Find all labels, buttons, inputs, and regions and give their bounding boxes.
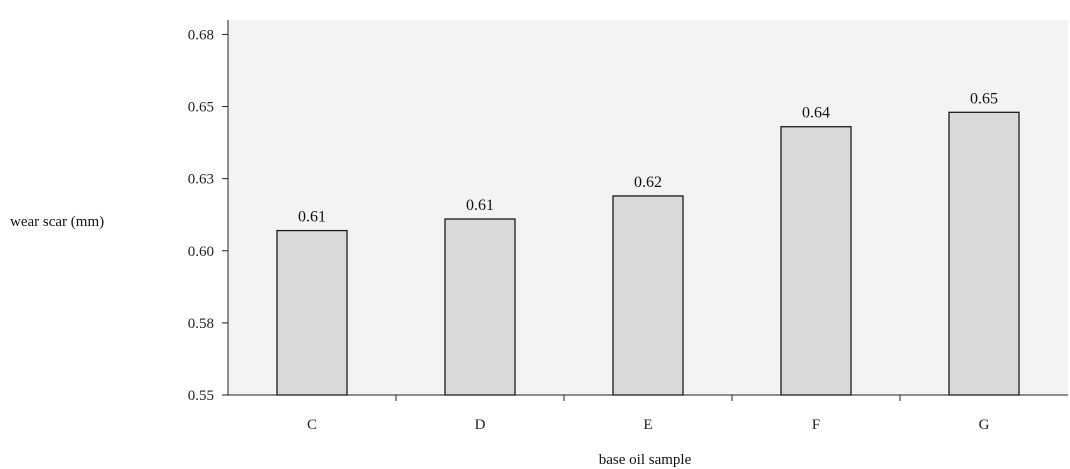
bar-D — [444, 218, 516, 396]
y-tick-label: 0.55 — [188, 388, 214, 404]
y-tick-label: 0.63 — [188, 172, 214, 188]
y-axis-title: wear scar (mm) — [10, 214, 104, 230]
data-label-F: 0.64 — [802, 105, 830, 122]
y-tick-label: 0.68 — [188, 27, 214, 43]
bars — [276, 111, 1020, 396]
bar-data-labels: 0.61 0.61 0.62 0.64 0.65 — [298, 90, 998, 225]
x-axis-ticks: C D E F G — [307, 395, 990, 433]
x-tick-label-E: E — [643, 417, 652, 433]
bar-F — [780, 126, 852, 396]
data-label-E: 0.62 — [634, 174, 662, 191]
data-label-C: 0.61 — [298, 209, 326, 226]
data-label-D: 0.61 — [466, 197, 494, 214]
x-tick-label-F: F — [812, 417, 820, 433]
x-axis-title: base oil sample — [599, 452, 692, 468]
x-tick-label-G: G — [979, 417, 990, 433]
y-axis-ticks: 0.55 0.58 0.60 0.63 0.65 0.68 — [188, 27, 228, 404]
y-tick-label: 0.58 — [188, 316, 214, 332]
y-tick-label: 0.60 — [188, 244, 214, 260]
bar-G — [948, 111, 1020, 396]
bar-C — [276, 229, 348, 396]
y-tick-label: 0.65 — [188, 100, 214, 116]
data-label-G: 0.65 — [970, 90, 998, 107]
x-tick-label-C: C — [307, 417, 317, 433]
bar-E — [612, 195, 684, 396]
x-tick-label-D: D — [475, 417, 486, 433]
